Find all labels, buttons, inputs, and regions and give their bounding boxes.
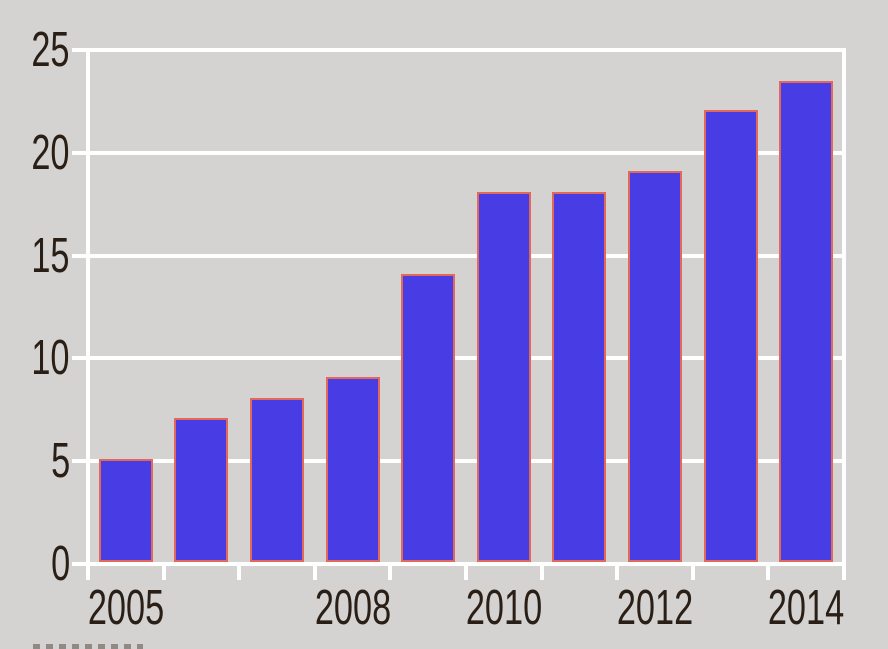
y-axis-label-5: 5: [50, 434, 70, 489]
x-axis-label-2010: 2010: [465, 581, 542, 635]
bar-2013: [703, 109, 758, 562]
x-axis-tick: [842, 562, 846, 580]
x-axis-tick: [766, 562, 771, 580]
bar-2009: [401, 274, 456, 562]
x-axis-tick: [237, 562, 242, 580]
y-axis-label-0: 0: [50, 537, 70, 591]
y-axis-label-10: 10: [31, 331, 70, 386]
gridline-10: [72, 356, 846, 361]
bar-2010: [476, 191, 531, 562]
plot-right-border: [842, 48, 846, 580]
y-axis-label-25: 25: [31, 23, 70, 77]
y-axis-label-15: 15: [31, 228, 70, 283]
x-axis-tick: [539, 562, 544, 580]
x-axis-tick: [312, 562, 317, 580]
bar-2012: [628, 171, 682, 562]
gridline-25: [72, 48, 846, 52]
bar-2008: [325, 376, 380, 562]
bar-2014: [779, 80, 834, 562]
x-axis-line: [72, 562, 846, 566]
x-axis-tick: [161, 562, 166, 580]
x-axis-label-2012: 2012: [616, 581, 694, 635]
gridline-5: [72, 459, 846, 464]
bar-2006: [174, 418, 229, 562]
x-axis-tick: [690, 562, 695, 580]
gridline-20: [72, 150, 846, 155]
bar-2007: [250, 397, 304, 562]
x-axis-label-2008: 2008: [314, 581, 391, 635]
bar-2011: [552, 191, 607, 562]
x-axis-tick: [86, 562, 90, 580]
bar-2005: [98, 459, 153, 562]
x-axis-tick: [464, 562, 468, 580]
y-axis-line: [86, 48, 90, 580]
x-axis-label-2005: 2005: [87, 581, 164, 635]
y-axis-label-20: 20: [31, 125, 70, 180]
x-axis-tick: [615, 562, 620, 580]
x-axis-label-2014: 2014: [768, 581, 845, 635]
gridline-15: [72, 253, 846, 258]
cropped-text-fragment: [33, 644, 143, 649]
x-axis-tick: [388, 562, 393, 580]
